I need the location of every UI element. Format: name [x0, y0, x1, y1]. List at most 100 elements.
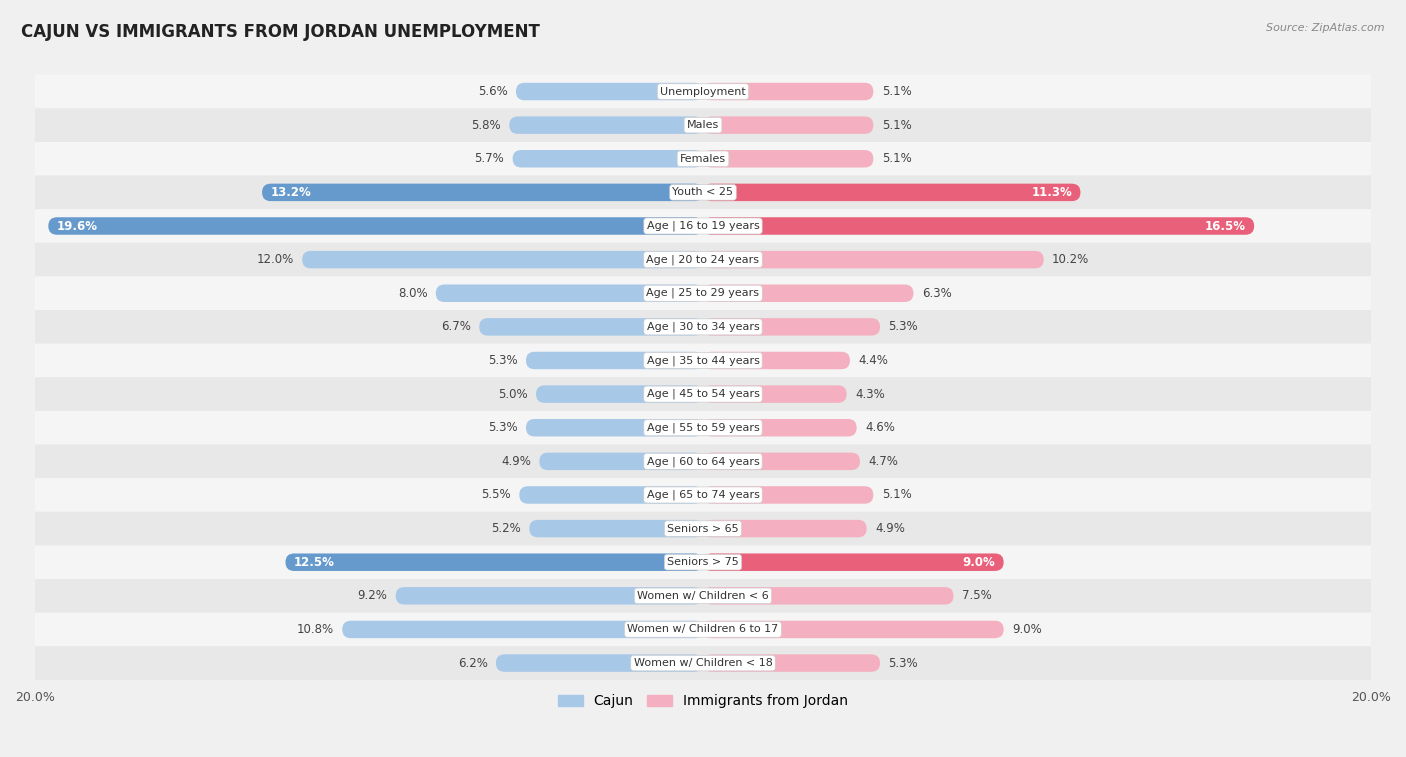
Text: 5.2%: 5.2% [491, 522, 522, 535]
Text: 11.3%: 11.3% [1032, 186, 1073, 199]
FancyBboxPatch shape [496, 654, 703, 671]
Text: 5.0%: 5.0% [498, 388, 527, 400]
Text: Youth < 25: Youth < 25 [672, 188, 734, 198]
Text: Age | 30 to 34 years: Age | 30 to 34 years [647, 322, 759, 332]
Text: 10.2%: 10.2% [1052, 253, 1090, 266]
FancyBboxPatch shape [703, 654, 880, 671]
FancyBboxPatch shape [35, 108, 1371, 142]
FancyBboxPatch shape [436, 285, 703, 302]
FancyBboxPatch shape [35, 512, 1371, 545]
Text: 4.9%: 4.9% [875, 522, 905, 535]
FancyBboxPatch shape [35, 243, 1371, 276]
FancyBboxPatch shape [703, 83, 873, 100]
Text: 4.7%: 4.7% [869, 455, 898, 468]
FancyBboxPatch shape [703, 553, 1004, 571]
FancyBboxPatch shape [703, 621, 1004, 638]
Text: 5.1%: 5.1% [882, 119, 911, 132]
Text: CAJUN VS IMMIGRANTS FROM JORDAN UNEMPLOYMENT: CAJUN VS IMMIGRANTS FROM JORDAN UNEMPLOY… [21, 23, 540, 41]
FancyBboxPatch shape [262, 184, 703, 201]
Text: 5.3%: 5.3% [889, 320, 918, 333]
FancyBboxPatch shape [342, 621, 703, 638]
Text: 6.3%: 6.3% [922, 287, 952, 300]
Text: Age | 45 to 54 years: Age | 45 to 54 years [647, 389, 759, 400]
Text: 6.7%: 6.7% [441, 320, 471, 333]
FancyBboxPatch shape [703, 352, 851, 369]
Text: 13.2%: 13.2% [270, 186, 311, 199]
Text: Age | 35 to 44 years: Age | 35 to 44 years [647, 355, 759, 366]
FancyBboxPatch shape [35, 209, 1371, 243]
Text: 7.5%: 7.5% [962, 590, 991, 603]
FancyBboxPatch shape [35, 377, 1371, 411]
FancyBboxPatch shape [703, 184, 1080, 201]
Text: Age | 20 to 24 years: Age | 20 to 24 years [647, 254, 759, 265]
Text: 5.3%: 5.3% [488, 421, 517, 435]
Text: Seniors > 65: Seniors > 65 [668, 524, 738, 534]
FancyBboxPatch shape [479, 318, 703, 335]
FancyBboxPatch shape [703, 486, 873, 503]
Text: 19.6%: 19.6% [56, 220, 97, 232]
Text: 5.1%: 5.1% [882, 85, 911, 98]
Text: Women w/ Children < 6: Women w/ Children < 6 [637, 590, 769, 601]
FancyBboxPatch shape [519, 486, 703, 503]
FancyBboxPatch shape [35, 478, 1371, 512]
Text: 5.3%: 5.3% [488, 354, 517, 367]
Text: Unemployment: Unemployment [661, 86, 745, 97]
FancyBboxPatch shape [35, 142, 1371, 176]
Text: 16.5%: 16.5% [1205, 220, 1246, 232]
FancyBboxPatch shape [703, 318, 880, 335]
FancyBboxPatch shape [302, 251, 703, 269]
FancyBboxPatch shape [35, 579, 1371, 612]
FancyBboxPatch shape [35, 444, 1371, 478]
FancyBboxPatch shape [703, 150, 873, 167]
Text: Males: Males [688, 120, 718, 130]
Text: Age | 16 to 19 years: Age | 16 to 19 years [647, 221, 759, 231]
FancyBboxPatch shape [285, 553, 703, 571]
Text: Source: ZipAtlas.com: Source: ZipAtlas.com [1267, 23, 1385, 33]
Text: 10.8%: 10.8% [297, 623, 333, 636]
FancyBboxPatch shape [513, 150, 703, 167]
Text: 5.5%: 5.5% [481, 488, 510, 501]
FancyBboxPatch shape [529, 520, 703, 537]
FancyBboxPatch shape [35, 75, 1371, 108]
FancyBboxPatch shape [35, 344, 1371, 377]
FancyBboxPatch shape [35, 310, 1371, 344]
FancyBboxPatch shape [48, 217, 703, 235]
FancyBboxPatch shape [540, 453, 703, 470]
FancyBboxPatch shape [35, 176, 1371, 209]
FancyBboxPatch shape [395, 587, 703, 605]
Text: 5.6%: 5.6% [478, 85, 508, 98]
FancyBboxPatch shape [509, 117, 703, 134]
Text: 5.8%: 5.8% [471, 119, 501, 132]
Text: 5.7%: 5.7% [474, 152, 505, 165]
Text: Women w/ Children 6 to 17: Women w/ Children 6 to 17 [627, 625, 779, 634]
FancyBboxPatch shape [703, 217, 1254, 235]
FancyBboxPatch shape [703, 587, 953, 605]
Text: 4.6%: 4.6% [865, 421, 894, 435]
FancyBboxPatch shape [35, 545, 1371, 579]
Text: 4.9%: 4.9% [501, 455, 531, 468]
FancyBboxPatch shape [526, 352, 703, 369]
Text: 5.1%: 5.1% [882, 488, 911, 501]
Text: Females: Females [681, 154, 725, 164]
FancyBboxPatch shape [703, 251, 1043, 269]
Text: 9.0%: 9.0% [963, 556, 995, 569]
FancyBboxPatch shape [35, 276, 1371, 310]
FancyBboxPatch shape [703, 285, 914, 302]
Text: 12.0%: 12.0% [256, 253, 294, 266]
Text: Women w/ Children < 18: Women w/ Children < 18 [634, 658, 772, 668]
Text: 5.3%: 5.3% [889, 656, 918, 670]
Text: Age | 25 to 29 years: Age | 25 to 29 years [647, 288, 759, 298]
Text: 4.4%: 4.4% [858, 354, 889, 367]
FancyBboxPatch shape [703, 520, 866, 537]
FancyBboxPatch shape [703, 419, 856, 437]
Text: Age | 60 to 64 years: Age | 60 to 64 years [647, 456, 759, 466]
Text: 8.0%: 8.0% [398, 287, 427, 300]
FancyBboxPatch shape [536, 385, 703, 403]
Text: 4.3%: 4.3% [855, 388, 884, 400]
Text: Seniors > 75: Seniors > 75 [666, 557, 740, 567]
FancyBboxPatch shape [703, 453, 860, 470]
Legend: Cajun, Immigrants from Jordan: Cajun, Immigrants from Jordan [553, 689, 853, 714]
FancyBboxPatch shape [526, 419, 703, 437]
FancyBboxPatch shape [35, 612, 1371, 646]
FancyBboxPatch shape [703, 117, 873, 134]
